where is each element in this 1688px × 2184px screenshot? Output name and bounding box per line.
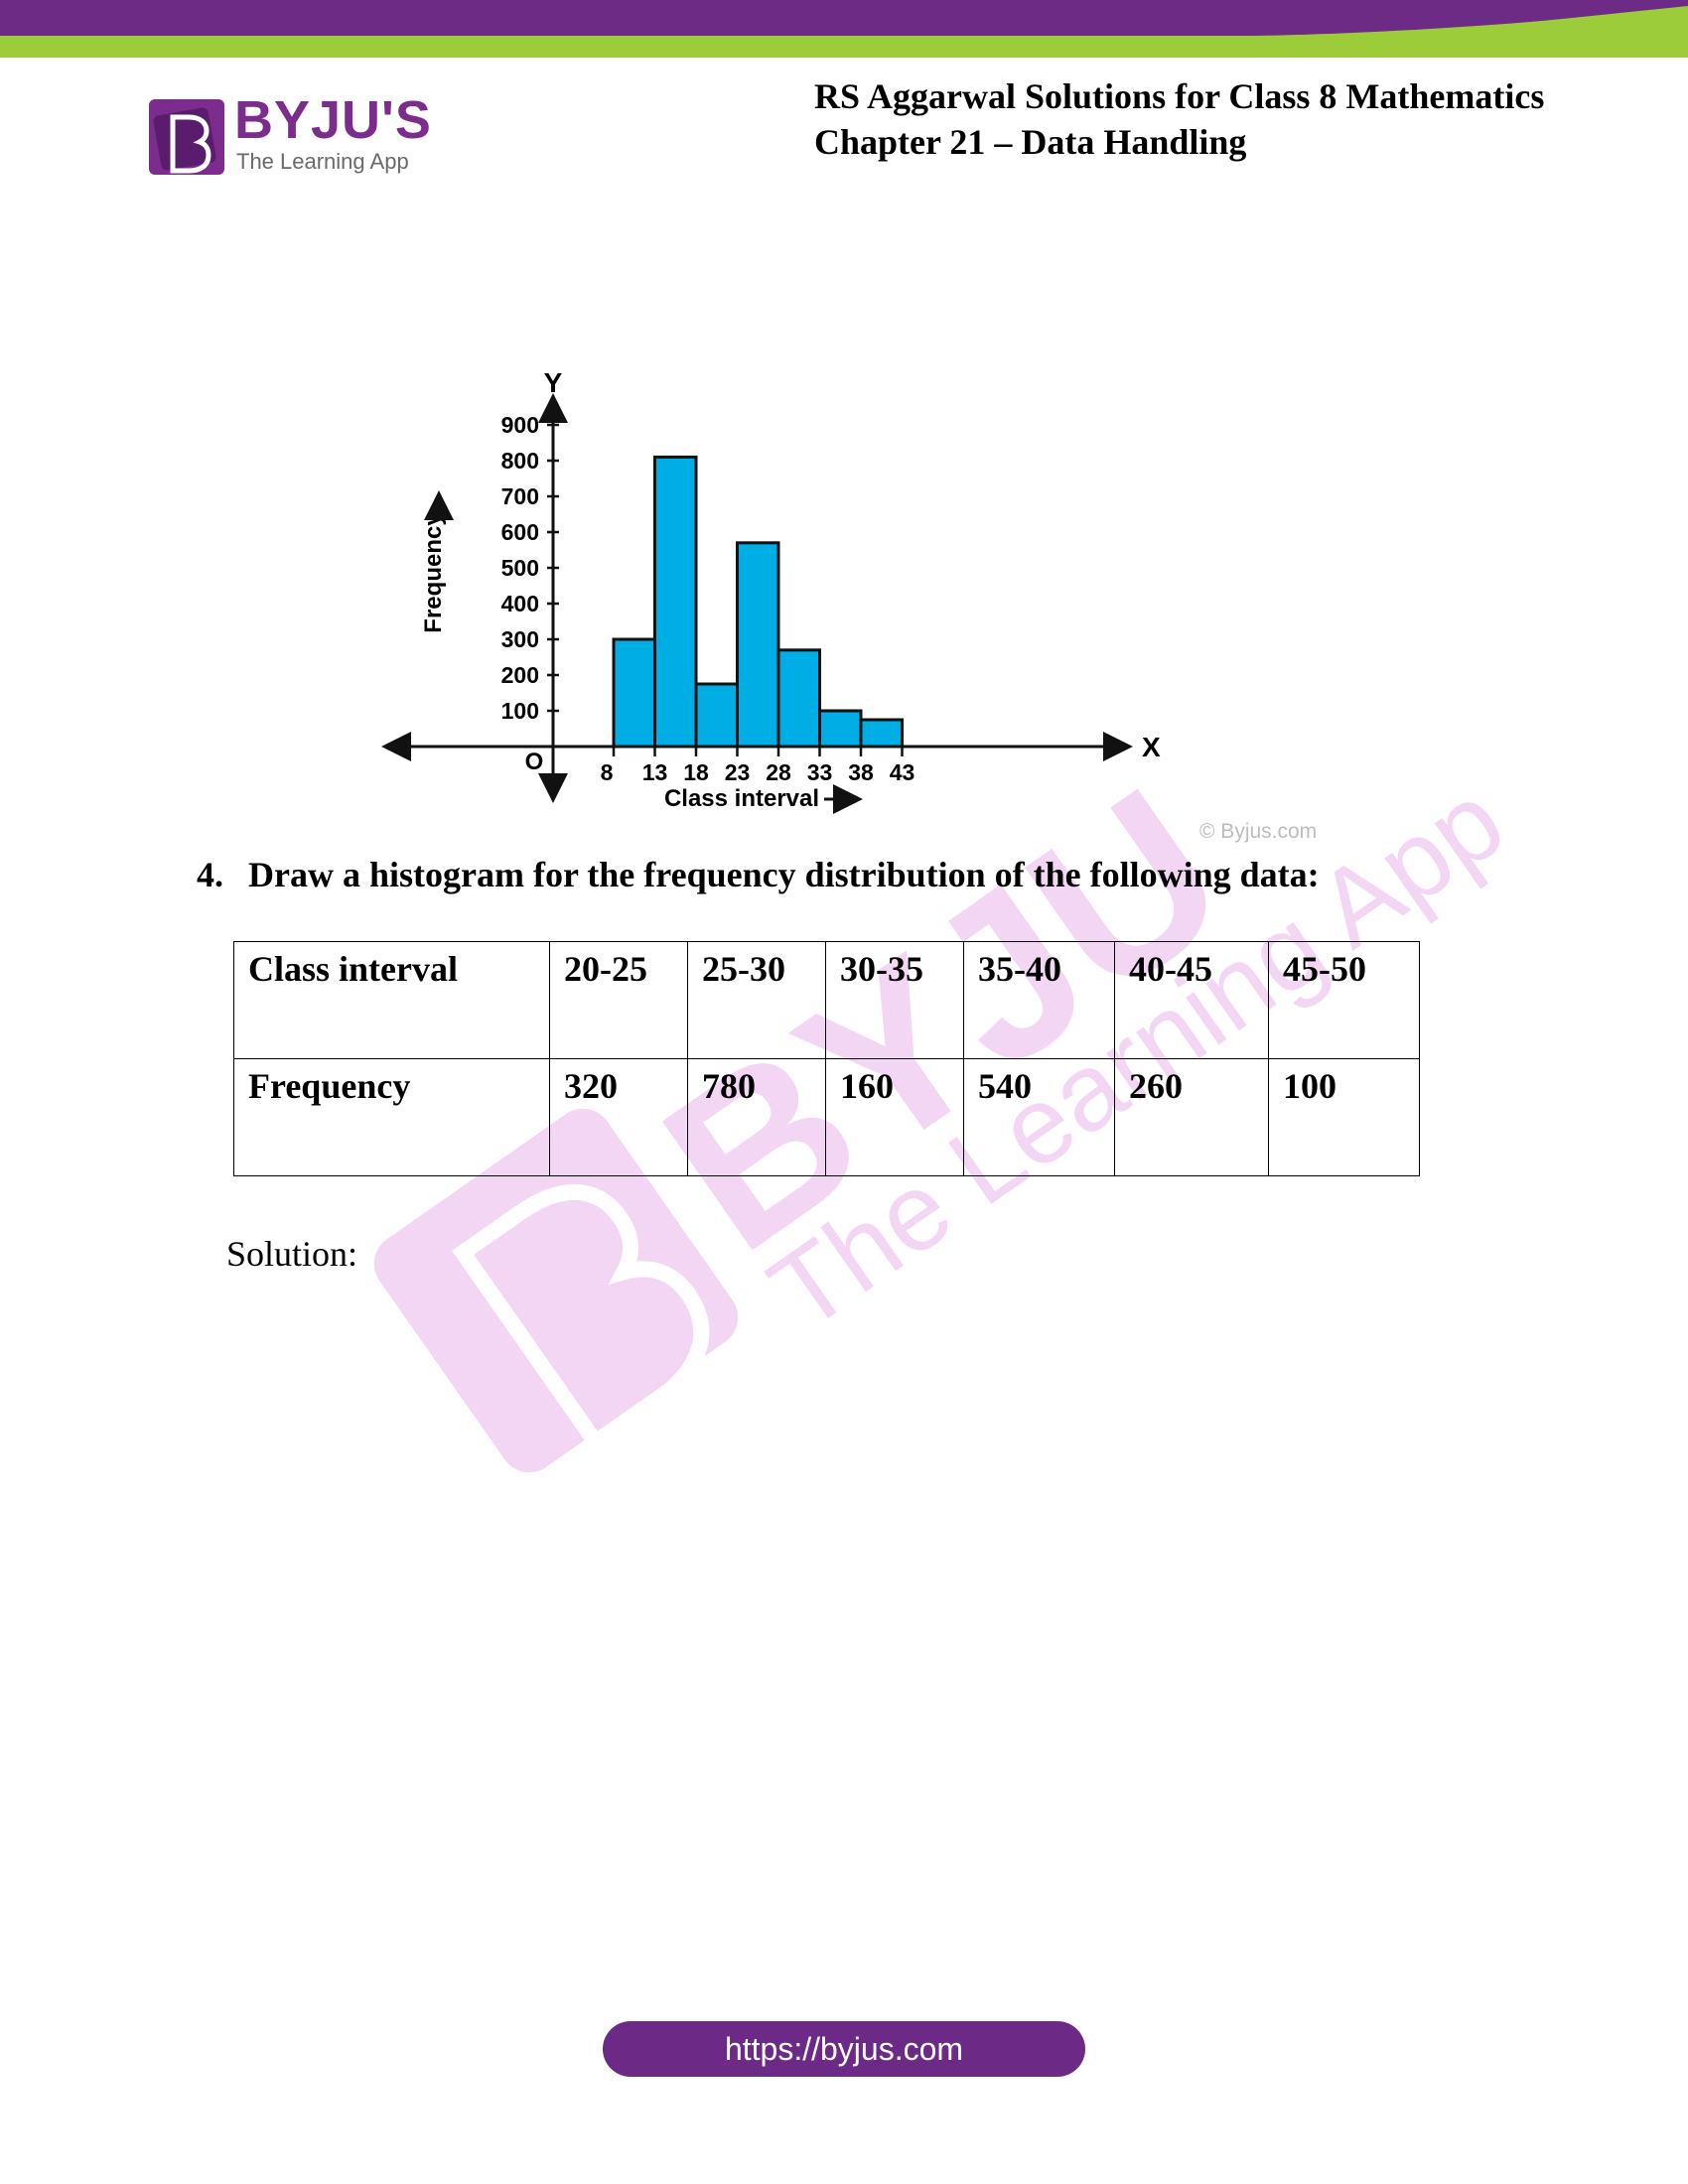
table-cell: 30-35 — [825, 941, 964, 1059]
byjus-logo: BYJU'S The Learning App — [149, 90, 447, 183]
frequency-table: Class interval 20-25 25-30 30-35 35-40 4… — [233, 941, 1420, 1176]
header-chapter: Chapter 21 – Data Handling — [814, 122, 1247, 162]
y-tick-label: 800 — [501, 448, 539, 474]
x-tick-label: 23 — [725, 759, 751, 785]
histogram-bar — [653, 455, 698, 749]
table-cell: 100 — [1268, 1058, 1420, 1176]
histogram-bar — [694, 682, 739, 749]
table-row: Class interval 20-25 25-30 30-35 35-40 4… — [233, 941, 1420, 1059]
table-cell: 260 — [1114, 1058, 1269, 1176]
row-header-frequency: Frequency — [233, 1058, 550, 1176]
histogram-bar — [612, 637, 656, 749]
table-cell: 35-40 — [963, 941, 1115, 1059]
y-tick-label: 400 — [501, 591, 539, 616]
histogram-bar — [776, 648, 821, 749]
y-tick-label: 100 — [501, 698, 539, 724]
x-axis-letter: X — [1142, 732, 1161, 762]
document-header: RS Aggarwal Solutions for Class 8 Mathem… — [814, 73, 1544, 165]
logo-wordmark: BYJU'S — [234, 90, 432, 150]
x-tick-label: 33 — [807, 759, 833, 785]
footer-url-link[interactable]: https://byjus.com — [603, 2021, 1085, 2077]
row-header-class-interval: Class interval — [233, 941, 550, 1059]
logo-b-icon — [149, 99, 224, 175]
x-tick-label: 43 — [890, 759, 915, 785]
x-tick-label: 13 — [642, 759, 668, 785]
copyright-note: © Byjus.com — [1199, 820, 1318, 843]
y-tick-label: 500 — [501, 555, 539, 581]
table-cell: 780 — [687, 1058, 826, 1176]
x-tick-label: 18 — [683, 759, 709, 785]
x-axis-label: Class interval — [664, 785, 819, 812]
y-tick-label: 900 — [501, 412, 539, 438]
question-text: Draw a histogram for the frequency distr… — [248, 855, 1320, 894]
table-cell: 320 — [549, 1058, 688, 1176]
y-tick-label: 200 — [501, 662, 539, 688]
table-cell: 25-30 — [687, 941, 826, 1059]
y-axis-label: Frequency — [420, 512, 447, 633]
logo-tagline: The Learning App — [236, 149, 409, 174]
table-row: Frequency 320 780 160 540 260 100 — [233, 1058, 1420, 1176]
histogram-bar — [859, 718, 904, 749]
x-tick-label: 38 — [848, 759, 874, 785]
table-cell: 20-25 — [549, 941, 688, 1059]
solution-label: Solution: — [226, 1234, 358, 1274]
y-axis-letter: Y — [544, 367, 563, 398]
y-tick-label: 700 — [501, 483, 539, 509]
y-tick-label: 600 — [501, 519, 539, 545]
histogram-bar — [736, 541, 780, 749]
header-title: RS Aggarwal Solutions for Class 8 Mathem… — [814, 76, 1545, 116]
origin-label: O — [525, 749, 544, 775]
table-cell: 540 — [963, 1058, 1115, 1176]
table-cell: 40-45 — [1114, 941, 1269, 1059]
top-banner — [0, 0, 1688, 58]
table-cell: 160 — [825, 1058, 964, 1176]
x-tick-label: 8 — [601, 759, 614, 785]
table-cell: 45-50 — [1268, 941, 1420, 1059]
x-tick-label: 28 — [766, 759, 791, 785]
y-tick-label: 300 — [501, 626, 539, 652]
histogram-chart: 100 200 300 400 500 600 700 800 900 8 13 18 23 28 33 3… — [381, 367, 1161, 814]
histogram-bar — [818, 709, 863, 749]
question-number: 4. — [197, 855, 223, 894]
question: 4. Draw a histogram for the frequency dis… — [197, 854, 1320, 895]
